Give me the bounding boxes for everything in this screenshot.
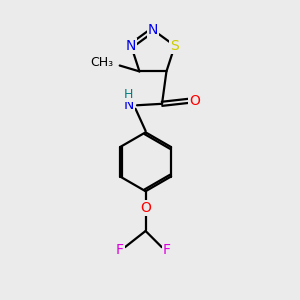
Text: S: S [170,39,179,53]
Text: F: F [163,243,171,257]
Text: N: N [124,98,134,112]
Text: F: F [116,243,124,257]
Text: N: N [126,39,136,53]
Text: O: O [190,94,200,108]
Text: CH₃: CH₃ [90,56,113,69]
Text: O: O [140,201,151,215]
Text: N: N [148,23,158,37]
Text: H: H [124,88,134,100]
